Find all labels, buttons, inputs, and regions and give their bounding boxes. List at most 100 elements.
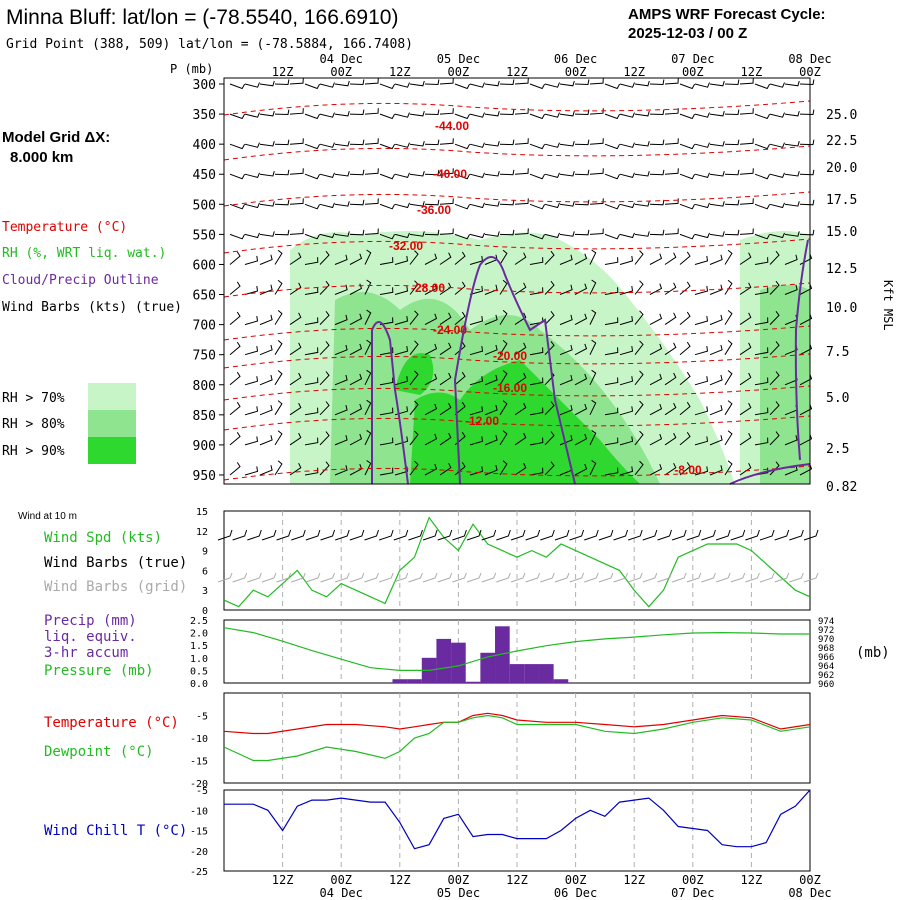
bottom-date-label: 04 Dec [320, 886, 363, 900]
wind-barb [724, 199, 740, 206]
pressure-y-tick-label: 964 [818, 662, 834, 672]
wind-barb [424, 283, 438, 295]
wind-barb [559, 344, 573, 356]
bottom-date-label: 08 Dec [788, 886, 831, 900]
wind-barb [784, 231, 800, 237]
cloud-outline [453, 256, 576, 485]
wind-barb [604, 257, 619, 265]
wind-barb [259, 110, 275, 117]
wind-barb [229, 83, 246, 90]
wind-barb [349, 199, 365, 206]
wind-barb [799, 169, 815, 176]
isotherm-label: -8.00 [674, 463, 702, 477]
wind-barb [439, 312, 452, 326]
pressure-y-tick-label: 970 [818, 635, 834, 645]
precip-label-2: liq. equiv. [44, 629, 137, 645]
wind-barb [724, 430, 733, 446]
wind-barb [559, 171, 575, 177]
wind-barb [679, 251, 691, 265]
bottom-hour-label: 00Z [799, 873, 821, 887]
wind-barb-true [422, 529, 438, 541]
wind-barb [424, 229, 440, 236]
wind-barb [244, 436, 259, 446]
wind-barb [229, 113, 246, 120]
legend-rh70-swatch [88, 383, 136, 410]
wind-barb [544, 311, 555, 325]
wind-barb [544, 112, 560, 118]
wind-barb [529, 467, 544, 476]
rh90-fill [395, 353, 434, 395]
legend-rh70-label: RH > 70% [2, 391, 65, 406]
bottom-hour-label: 00Z [682, 873, 704, 887]
wind-barb [754, 347, 769, 356]
wind-barb [664, 228, 679, 235]
wind-barb [469, 285, 484, 295]
precip-bar [392, 679, 408, 683]
wind-barb [469, 142, 485, 148]
wind-barb [424, 253, 438, 265]
wind-barb [484, 80, 500, 87]
pressure-label: Pressure (mb) [44, 663, 154, 679]
precip-bar [451, 642, 466, 683]
wind-barb [289, 168, 304, 175]
wind-barb [244, 346, 259, 356]
wind-barb [514, 252, 527, 265]
wind-barb-true [730, 529, 746, 541]
wind-barb-grid [217, 572, 233, 583]
isotherm-label: -24.00 [433, 323, 467, 337]
wind-barb-grid [657, 572, 672, 583]
wind-barb [334, 254, 348, 265]
wind-barb [409, 250, 419, 265]
wind-barb [514, 402, 527, 416]
wind-barb [289, 402, 302, 416]
wind-barb [484, 141, 500, 147]
height-tick-label: 2.5 [826, 442, 849, 457]
wind-barbs-field [229, 78, 815, 476]
wind-barb [694, 82, 710, 88]
wind-barb [634, 430, 644, 446]
isotherm-label: -40.00 [433, 167, 467, 181]
wind-barb [289, 78, 304, 85]
wind-barb [409, 460, 419, 476]
wind-barb [289, 372, 302, 386]
isotherm-label: -12.00 [465, 414, 499, 428]
wind-barb [589, 168, 604, 175]
wind-barb-true [247, 529, 262, 541]
wind-barb [604, 437, 619, 446]
wind-barb [559, 201, 575, 207]
wind-barb [364, 249, 372, 265]
wind-barb [589, 309, 597, 325]
wind-barb [394, 316, 409, 326]
wind-barb-true [759, 529, 775, 541]
wind-barb [754, 287, 769, 295]
wind-barb-grid [510, 572, 526, 583]
pressure-y-tick-label: 960 [818, 680, 834, 690]
wind-barb [754, 83, 771, 90]
wind-barb [619, 406, 634, 416]
wind-barb [514, 432, 527, 446]
wind-barb [709, 284, 723, 295]
wind-barb [799, 199, 815, 206]
wind-barb [364, 198, 379, 205]
wind-barb [649, 139, 665, 146]
wind-barb [634, 400, 644, 416]
wind-barb [349, 313, 363, 326]
wind-barb [259, 141, 275, 147]
wind-barb [574, 253, 588, 265]
wind-barb [439, 462, 452, 476]
wind-barb [274, 370, 283, 386]
wind-barb [259, 284, 273, 295]
cloud-outline [371, 321, 409, 485]
cloud-outline [794, 239, 809, 461]
wind-barb [769, 280, 780, 295]
wind-barb [619, 232, 635, 239]
isotherm-label: -32.00 [389, 239, 423, 253]
wind-barb [319, 371, 330, 386]
isotherm-line [223, 465, 811, 481]
wind-barb [589, 249, 597, 265]
wind-barb [409, 280, 419, 295]
wind-speed-line [223, 516, 811, 608]
top-date-label: 05 Dec [437, 52, 480, 66]
precip-bar [553, 679, 569, 683]
wind-barb [349, 343, 363, 356]
